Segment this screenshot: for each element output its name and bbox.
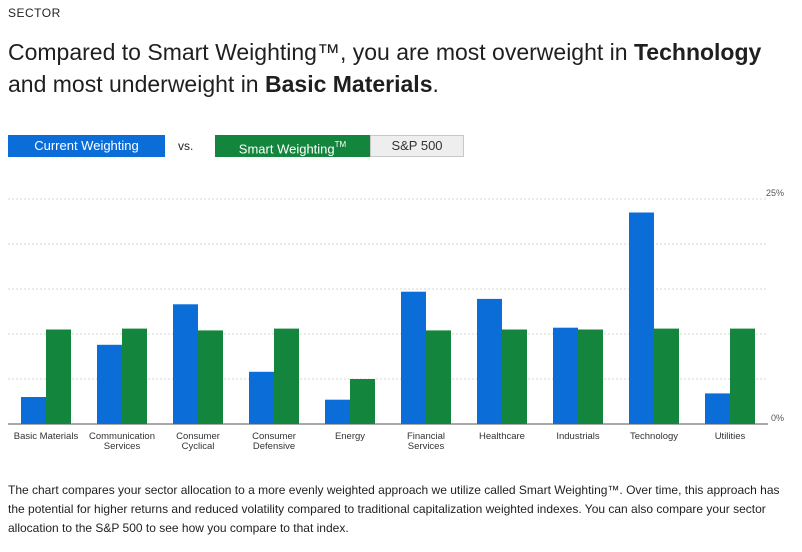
bar-smart-2[interactable] — [198, 330, 223, 424]
y-tick-min: 0% — [771, 413, 784, 423]
category-label-6: Healthcare — [479, 431, 525, 442]
bar-smart-7[interactable] — [578, 329, 603, 425]
headline-part1: Compared to Smart Weighting™, you are mo… — [8, 39, 634, 65]
category-label-4: Energy — [335, 431, 365, 442]
headline: Compared to Smart Weighting™, you are mo… — [8, 36, 798, 100]
bar-current-7[interactable] — [553, 327, 578, 424]
category-label-2: Consumer Cyclical — [176, 431, 220, 452]
bar-current-1[interactable] — [97, 344, 122, 424]
headline-part3: . — [432, 71, 439, 97]
bar-current-3[interactable] — [249, 371, 274, 424]
bar-smart-0[interactable] — [46, 329, 71, 425]
sector-bar-chart: 25% 0% Basic Materials Communication Servi… — [8, 188, 784, 452]
category-label-7: Industrials — [556, 431, 600, 442]
smart-weighting-label: Smart Weighting — [238, 141, 335, 157]
bar-current-4[interactable] — [325, 399, 350, 424]
category-label-0: Basic Materials — [14, 431, 79, 442]
bar-smart-9[interactable] — [730, 328, 755, 424]
bar-smart-3[interactable] — [274, 328, 299, 424]
bar-smart-5[interactable] — [426, 330, 451, 424]
current-weighting-button[interactable]: Current Weighting — [8, 135, 165, 157]
chart-bars — [21, 212, 755, 425]
category-label-1: Communication Services — [89, 431, 155, 452]
underweight-sector: Basic Materials — [265, 71, 433, 97]
bar-current-2[interactable] — [173, 304, 198, 424]
smart-weighting-button[interactable]: Smart WeightingTM — [215, 135, 370, 157]
category-labels: Basic Materials Communication Services Cons… — [14, 431, 746, 452]
bar-current-6[interactable] — [477, 298, 502, 424]
bar-current-9[interactable] — [705, 393, 730, 424]
vs-label: vs. — [178, 139, 194, 153]
category-label-5: Financial Services — [407, 431, 445, 452]
chart-footnote: The chart compares your sector allocatio… — [8, 483, 780, 535]
sp500-button[interactable]: S&P 500 — [370, 135, 464, 157]
bar-current-8[interactable] — [629, 212, 654, 425]
bar-current-5[interactable] — [401, 291, 426, 424]
bar-smart-4[interactable] — [350, 379, 375, 424]
headline-part2: and most underweight in — [8, 71, 265, 97]
overweight-sector: Technology — [633, 39, 762, 65]
section-label: SECTOR — [8, 6, 61, 20]
bar-current-0[interactable] — [21, 397, 46, 424]
bar-smart-1[interactable] — [122, 328, 147, 424]
category-label-8: Technology — [630, 431, 678, 442]
bar-smart-6[interactable] — [502, 329, 527, 425]
category-label-3: Consumer Defensive — [252, 431, 296, 452]
bar-smart-8[interactable] — [654, 328, 679, 424]
trademark-mark: TM — [334, 140, 347, 149]
y-tick-max: 25% — [766, 188, 784, 198]
category-label-9: Utilities — [715, 431, 746, 442]
